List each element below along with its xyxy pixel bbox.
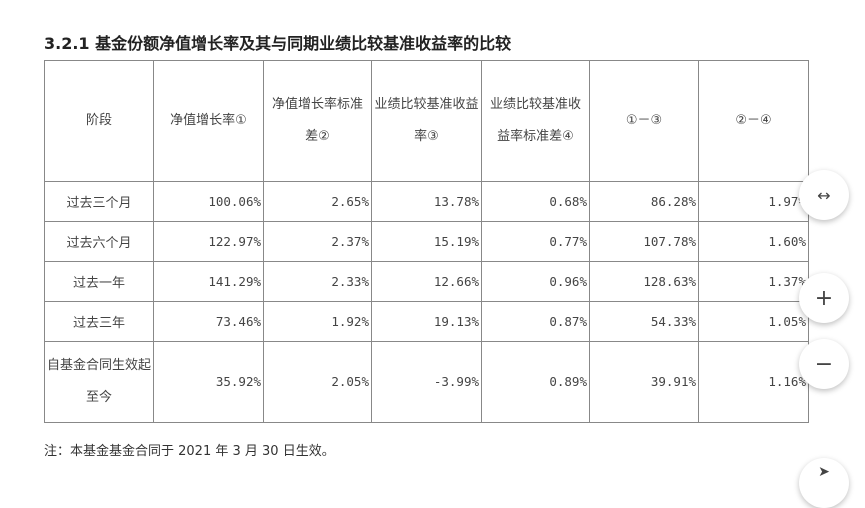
- value-cell: 13.78%: [371, 181, 482, 222]
- performance-table: 阶段 净值增长率① 净值增长率标准差② 业绩比较基准收益率③ 业绩比较基准收益率标准差④…: [44, 60, 809, 423]
- value-cell: 1.60%: [698, 221, 809, 262]
- column-header: 阶段: [44, 60, 154, 182]
- fit-width-button[interactable]: ↔: [799, 170, 849, 220]
- column-header: ②－④: [698, 60, 809, 182]
- footnote: 注：本基金基金合同于 2021 年 3 月 30 日生效。: [44, 444, 335, 459]
- value-cell: 73.46%: [153, 301, 264, 342]
- value-cell: 19.13%: [371, 301, 482, 342]
- table-row: 过去六个月 122.97% 2.37% 15.19% 0.77% 107.78% 1.60%: [44, 221, 809, 262]
- table-row: 自基金合同生效起至今 35.92% 2.05% -3.99% 0.89% 39.91% 1.…: [44, 341, 809, 423]
- value-cell: 86.28%: [589, 181, 699, 222]
- value-cell: 15.19%: [371, 221, 482, 262]
- stage-cell: 过去三年: [44, 301, 154, 342]
- value-cell: 2.37%: [263, 221, 372, 262]
- value-cell: 1.92%: [263, 301, 372, 342]
- value-cell: 2.05%: [263, 341, 372, 423]
- stage-cell: 过去三个月: [44, 181, 154, 222]
- table-row: 过去一年 141.29% 2.33% 12.66% 0.96% 128.63% 1.37%: [44, 261, 809, 302]
- value-cell: -3.99%: [371, 341, 482, 423]
- value-cell: 0.87%: [481, 301, 590, 342]
- stage-cell: 过去一年: [44, 261, 154, 302]
- column-header: ①－③: [589, 60, 699, 182]
- value-cell: 54.33%: [589, 301, 699, 342]
- value-cell: 1.97%: [698, 181, 809, 222]
- column-header: 净值增长率标准差②: [263, 60, 372, 182]
- value-cell: 0.96%: [481, 261, 590, 302]
- value-cell: 35.92%: [153, 341, 264, 423]
- value-cell: 0.68%: [481, 181, 590, 222]
- value-cell: 107.78%: [589, 221, 699, 262]
- cursor-icon: ➤: [818, 464, 830, 480]
- column-header: 业绩比较基准收益率标准差④: [481, 60, 590, 182]
- value-cell: 39.91%: [589, 341, 699, 423]
- plus-icon: +: [814, 285, 834, 311]
- value-cell: 2.33%: [263, 261, 372, 302]
- value-cell: 1.16%: [698, 341, 809, 423]
- value-cell: 1.05%: [698, 301, 809, 342]
- value-cell: 128.63%: [589, 261, 699, 302]
- cursor-button[interactable]: ➤: [799, 458, 849, 508]
- arrows-horizontal-icon: ↔: [817, 185, 831, 205]
- value-cell: 2.65%: [263, 181, 372, 222]
- stage-cell: 自基金合同生效起至今: [44, 341, 154, 423]
- value-cell: 141.29%: [153, 261, 264, 302]
- column-header: 业绩比较基准收益率③: [371, 60, 482, 182]
- zoom-in-button[interactable]: +: [799, 273, 849, 323]
- table-row: 过去三年 73.46% 1.92% 19.13% 0.87% 54.33% 1.05%: [44, 301, 809, 342]
- value-cell: 0.89%: [481, 341, 590, 423]
- value-cell: 0.77%: [481, 221, 590, 262]
- minus-icon: −: [814, 351, 834, 377]
- column-header: 净值增长率①: [153, 60, 264, 182]
- zoom-out-button[interactable]: −: [799, 339, 849, 389]
- value-cell: 122.97%: [153, 221, 264, 262]
- section-title: 3.2.1 基金份额净值增长率及其与同期业绩比较基准收益率的比较: [44, 34, 512, 53]
- table-row: 过去三个月 100.06% 2.65% 13.78% 0.68% 86.28% 1.97%: [44, 181, 809, 222]
- value-cell: 1.37%: [698, 261, 809, 302]
- value-cell: 100.06%: [153, 181, 264, 222]
- value-cell: 12.66%: [371, 261, 482, 302]
- stage-cell: 过去六个月: [44, 221, 154, 262]
